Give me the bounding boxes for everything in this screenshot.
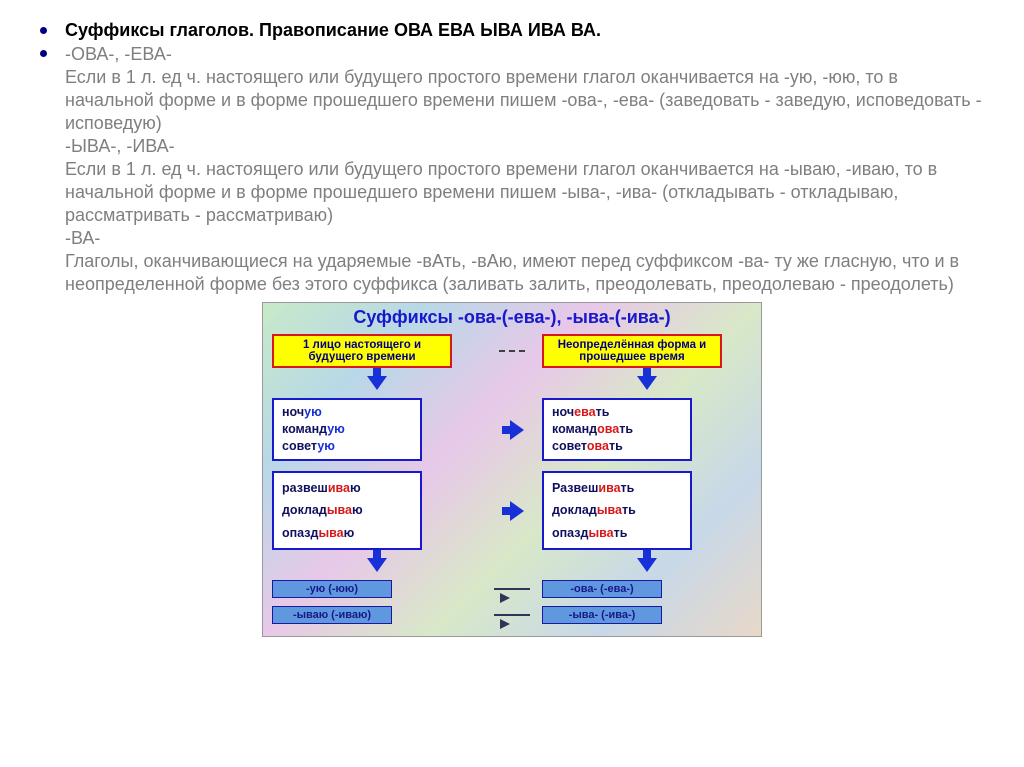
title-row: Суффиксы глаголов. Правописание ОВА ЕВА … [40,20,984,41]
group1-left-box: ночуюкомандуюсоветую [272,398,422,461]
bullet-icon [40,27,47,34]
group1-right-box: ночеватькомандоватьсоветовать [542,398,692,461]
diagram-arrows-down2 [271,554,753,576]
diagram-footer-row2: -ываю (-иваю) -ыва- (-ива-) [271,606,753,624]
header-right-box: Неопределённая форма и прошедшее время [542,334,722,368]
group2-right-box: Развешиватьдокладыватьопаздывать [542,471,692,551]
arrow-right-icon [510,420,524,440]
footer-left-bot: -ываю (-иваю) [272,606,392,624]
arrow-down-icon [637,376,657,390]
dash-connector-icon [499,350,525,352]
arrow-down-icon [637,558,657,572]
diagram-title: Суффиксы -ова-(-ева-), -ыва-(-ива-) [271,307,753,328]
thin-arrow-icon [494,588,530,590]
group2-left-box: развешиваюдокладываюопаздываю [272,471,422,551]
diagram-arrows-down [271,372,753,394]
diagram: Суффиксы -ова-(-ева-), -ыва-(-ива-) 1 ли… [262,302,762,637]
thin-arrow-icon [494,614,530,616]
arrow-right-icon [510,501,524,521]
arrow-down-icon [367,558,387,572]
diagram-bg: Суффиксы -ова-(-ева-), -ыва-(-ива-) 1 ли… [262,302,762,637]
footer-right-top: -ова- (-ева-) [542,580,662,598]
diagram-group2: развешиваюдокладываюопаздываю Развешиват… [271,471,753,551]
body-text: -ОВА-, -ЕВА- Если в 1 л. ед ч. настоящег… [65,43,984,296]
page-title: Суффиксы глаголов. Правописание ОВА ЕВА … [65,20,601,41]
body-row: -ОВА-, -ЕВА- Если в 1 л. ед ч. настоящег… [40,43,984,296]
footer-left-top: -ую (-юю) [272,580,392,598]
bullet-icon [40,50,47,57]
footer-right-bot: -ыва- (-ива-) [542,606,662,624]
diagram-footer-row1: -ую (-юю) -ова- (-ева-) [271,580,753,598]
diagram-header-row: 1 лицо настоящего и будущего времени Нео… [271,334,753,368]
diagram-group1: ночуюкомандуюсоветую ночеватькомандовать… [271,398,753,461]
arrow-down-icon [367,376,387,390]
header-left-box: 1 лицо настоящего и будущего времени [272,334,452,368]
